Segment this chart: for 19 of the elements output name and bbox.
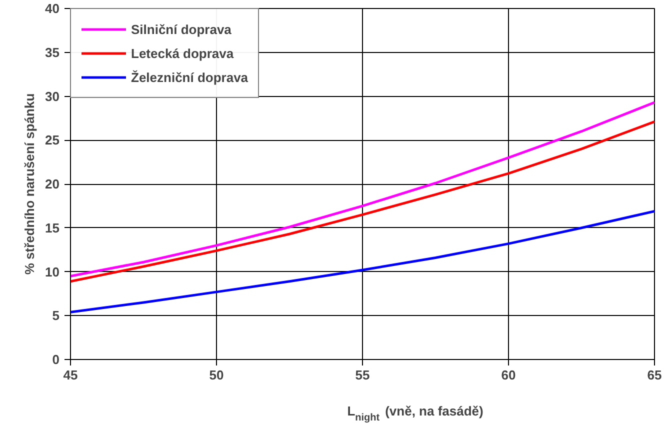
x-tick-label: 45	[63, 368, 78, 382]
y-tick-label: 0	[52, 352, 60, 367]
y-tick-label: 5	[52, 308, 60, 324]
y-tick-label: 40	[45, 1, 60, 16]
x-tick-label: 60	[501, 368, 516, 382]
y-tick-label: 15	[45, 220, 60, 236]
legend-label: Silniční doprava	[131, 22, 232, 36]
x-tick-label: 65	[647, 368, 662, 382]
y-tick-label: 35	[45, 44, 60, 60]
x-tick-label: 50	[209, 368, 224, 382]
y-tick-label: 20	[45, 176, 60, 192]
line-series	[70, 210, 654, 314]
x-tick-label: 55	[355, 368, 370, 382]
y-tick-label: 25	[45, 132, 60, 148]
legend-label: Železniční doprava	[131, 70, 248, 84]
y-tick-label: 30	[45, 88, 60, 104]
y-axis-title: % středního narušení spánku	[22, 93, 38, 275]
legend-label: Letecká doprava	[131, 46, 234, 60]
y-tick-label: 10	[45, 264, 60, 280]
